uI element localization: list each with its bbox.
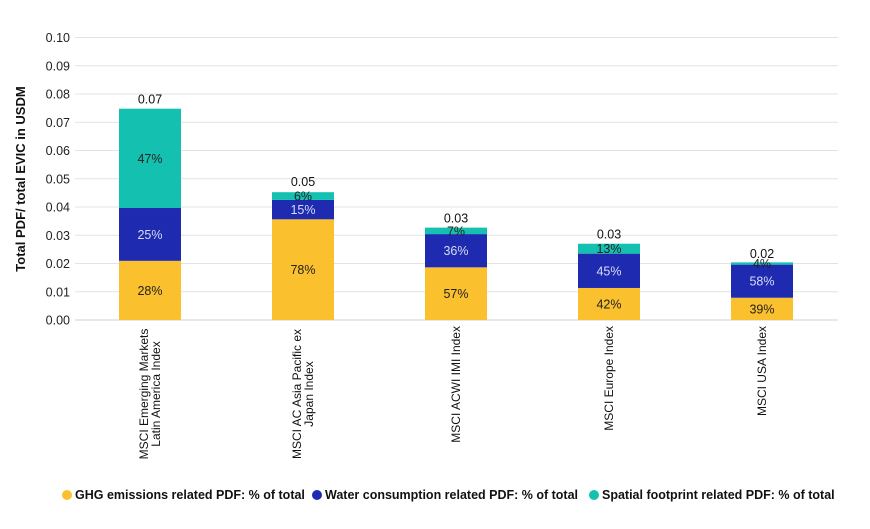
legend-label-spatial: Spatial footprint related PDF: % of tota… xyxy=(602,488,835,502)
y-tick-label: 0.00 xyxy=(46,314,70,328)
bar-segment-spatial xyxy=(272,192,334,200)
bar-segment-ghg xyxy=(425,267,487,320)
category-label-line: Japan Index xyxy=(302,361,316,426)
x-axis-categories: MSCI Emerging MarketsLatin America Index… xyxy=(137,326,769,459)
bar-segment-spatial xyxy=(425,227,487,235)
bar-segment-spatial xyxy=(731,262,793,265)
segment-label-spatial: 47% xyxy=(137,152,162,166)
bar-segment-water xyxy=(425,234,487,268)
category-label: MSCI USA Index xyxy=(755,326,769,416)
legend: GHG emissions related PDF: % of total Wa… xyxy=(0,488,870,508)
bar-segment-ghg xyxy=(272,219,334,320)
category-label: MSCI Europe Index xyxy=(602,326,616,431)
segment-label-ghg: 39% xyxy=(749,302,774,316)
bar-segment-water xyxy=(272,199,334,220)
category-label-line: MSCI USA Index xyxy=(755,326,769,416)
segment-label-spatial: 7% xyxy=(447,224,465,238)
bar-segment-water xyxy=(119,208,181,261)
legend-item-spatial: Spatial footprint related PDF: % of tota… xyxy=(589,488,835,502)
y-tick-label: 0.07 xyxy=(46,116,70,130)
bar-segment-spatial xyxy=(578,243,640,254)
bar-group: 28% 25% 47% 0.07 xyxy=(119,93,181,320)
y-tick-label: 0.04 xyxy=(46,201,70,215)
bars: 28%25%47%0.0778%15%6%0.0557%36%7%0.0342%… xyxy=(119,93,793,320)
y-axis-ticks: 0.00 0.01 0.02 0.03 0.04 0.05 0.06 0.07 0.08 0.09… xyxy=(46,31,70,328)
total-label: 0.02 xyxy=(750,247,774,261)
legend-label-water: Water consumption related PDF: % of tota… xyxy=(325,488,579,502)
category-label-line: MSCI ACWI IMI Index xyxy=(449,326,463,443)
bar-group: 42% 45% 13%0.03 xyxy=(578,228,640,320)
category-label: MSCI Emerging MarketsLatin America Index xyxy=(137,329,163,460)
legend-item-ghg: GHG emissions related PDF: % of total xyxy=(62,488,305,502)
bar-group: 78% 15%6%0.05 xyxy=(272,175,334,320)
segment-label-ghg: 57% xyxy=(443,287,468,301)
y-tick-label: 0.02 xyxy=(46,257,70,271)
bar-segment-water xyxy=(578,253,640,288)
legend-swatch-water xyxy=(312,490,322,500)
legend-item-water: Water consumption related PDF: % of tota… xyxy=(312,488,578,502)
total-label: 0.03 xyxy=(444,212,468,226)
legend-swatch-ghg xyxy=(62,490,72,500)
total-label: 0.07 xyxy=(138,93,162,107)
category-label-line: MSCI Europe Index xyxy=(602,326,616,431)
bar-group: 57% 36% 7%0.03 xyxy=(425,212,487,320)
category-label-line: Latin America Index xyxy=(149,341,163,446)
segment-label-water: 58% xyxy=(749,275,774,289)
segment-label-water: 15% xyxy=(290,203,315,217)
y-tick-label: 0.05 xyxy=(46,172,70,186)
segment-label-spatial: 13% xyxy=(596,242,621,256)
segment-label-ghg: 28% xyxy=(137,284,162,298)
y-tick-label: 0.09 xyxy=(46,59,70,73)
stacked-bar-chart: 0.00 0.01 0.02 0.03 0.04 0.05 0.06 0.07 0.08 0.09… xyxy=(13,31,838,459)
y-tick-label: 0.01 xyxy=(46,285,70,299)
y-tick-label: 0.03 xyxy=(46,229,70,243)
bar-segment-spatial xyxy=(119,108,181,209)
y-tick-label: 0.10 xyxy=(46,31,70,45)
bar-segment-ghg xyxy=(119,260,181,320)
segment-label-water: 45% xyxy=(596,264,621,278)
gridlines xyxy=(75,37,838,321)
total-label: 0.05 xyxy=(291,175,315,189)
segment-label-water: 25% xyxy=(137,228,162,242)
category-label: MSCI AC Asia Pacific exJapan Index xyxy=(290,329,316,459)
y-tick-label: 0.08 xyxy=(46,88,70,102)
category-label-line: MSCI Emerging Markets xyxy=(137,329,151,460)
bar-segment-ghg xyxy=(578,287,640,320)
segment-label-water: 36% xyxy=(443,244,468,258)
segment-label-spatial: 4% xyxy=(753,257,771,271)
category-label-line: MSCI AC Asia Pacific ex xyxy=(290,329,304,459)
y-axis-label: Total PDF/ total EVIC in USDM xyxy=(13,86,28,271)
segment-label-ghg: 42% xyxy=(596,297,621,311)
bar-segment-ghg xyxy=(731,297,793,320)
category-label: MSCI ACWI IMI Index xyxy=(449,326,463,443)
segment-label-spatial: 6% xyxy=(294,190,312,204)
total-label: 0.03 xyxy=(597,228,621,242)
legend-label-ghg: GHG emissions related PDF: % of total xyxy=(75,488,305,502)
segment-label-ghg: 78% xyxy=(290,263,315,277)
legend-swatch-spatial xyxy=(589,490,599,500)
bar-group: 39% 58% 4%0.02 xyxy=(731,247,793,320)
y-tick-label: 0.06 xyxy=(46,144,70,158)
bar-segment-water xyxy=(731,264,793,298)
